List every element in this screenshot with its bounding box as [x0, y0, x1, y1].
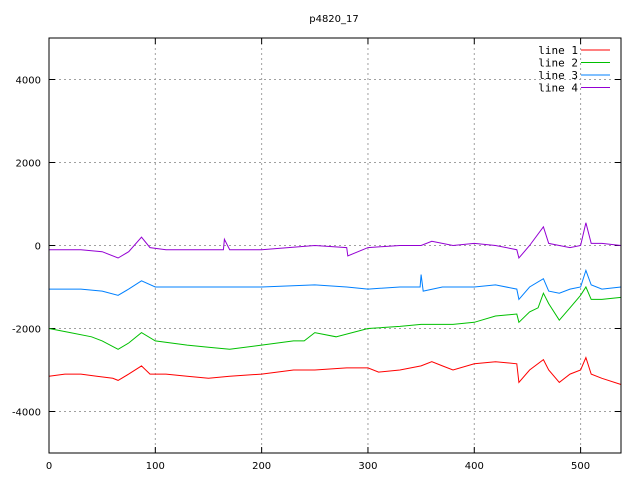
- series-lines: [48, 222, 622, 385]
- y-tick-label: -4000: [12, 408, 41, 419]
- y-tick-label: 0: [35, 242, 41, 253]
- series-line-3: [49, 268, 622, 301]
- x-tick-label: 200: [252, 461, 271, 472]
- legend-label: line 3: [538, 69, 578, 82]
- x-tick-label: 300: [358, 461, 377, 472]
- grid: [49, 38, 621, 453]
- y-tick-label: -2000: [12, 325, 41, 336]
- x-tick-label: 0: [46, 461, 52, 472]
- plot-frame: [48, 37, 622, 454]
- series-line-2: [48, 285, 622, 350]
- series-line-4: [49, 222, 622, 260]
- x-tick-label: 500: [571, 461, 590, 472]
- series-line-1: [48, 356, 622, 385]
- y-tick-label: 2000: [16, 159, 41, 170]
- legend-label: line 1: [538, 44, 578, 57]
- chart-title: p4820_17: [309, 14, 359, 25]
- x-tick-label: 400: [465, 461, 484, 472]
- axis-ticks: 0 100 200 300 400 500 -4000 -2000 0 2000 4000: [12, 38, 621, 472]
- legend-label: line 4: [538, 82, 578, 95]
- x-tick-label: 100: [146, 461, 165, 472]
- legend-label: line 2: [538, 57, 578, 70]
- y-tick-label: 4000: [16, 76, 41, 87]
